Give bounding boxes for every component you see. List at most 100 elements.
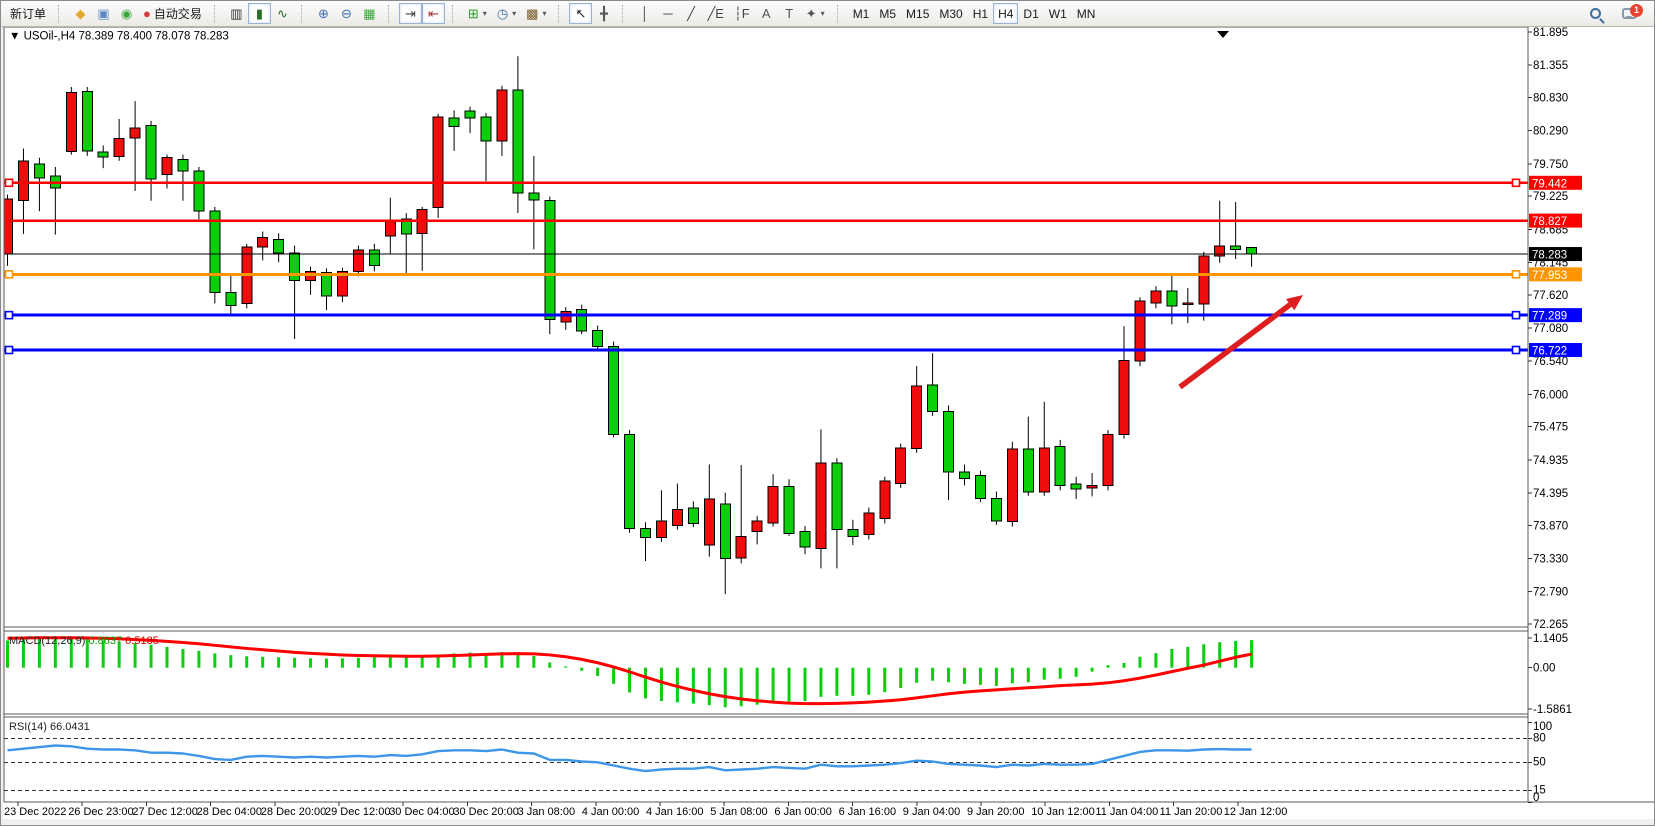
svg-text:1.1405: 1.1405 <box>1533 633 1568 645</box>
line-chart-icon-button[interactable]: ∿ <box>271 3 294 24</box>
timeframe-mn-label: MN <box>1076 6 1096 21</box>
svg-text:23 Dec 2022: 23 Dec 2022 <box>4 806 66 818</box>
navigator-icon-button[interactable]: ◉ <box>115 3 138 24</box>
resistance-line-79442-endpoint-marker[interactable] <box>4 178 14 188</box>
svg-text:9 Jan 20:00: 9 Jan 20:00 <box>967 806 1025 818</box>
new-order-label: 新订单 <box>10 7 47 21</box>
zoom-out-icon-glyph: ⊖ <box>340 6 352 21</box>
svg-text:30 Dec 04:00: 30 Dec 04:00 <box>389 806 454 818</box>
trendline-icon-button[interactable]: ╱ <box>679 3 702 24</box>
svg-text:79.225: 79.225 <box>1533 191 1568 203</box>
svg-text:74.395: 74.395 <box>1533 488 1568 500</box>
candles-layer <box>4 56 1258 595</box>
svg-text:72.265: 72.265 <box>1533 619 1568 631</box>
timeframe-d1-button[interactable]: D1 <box>1018 3 1043 24</box>
candlestick-chart-icon-button[interactable]: ▮ <box>247 3 271 24</box>
toolbar-separator <box>451 4 459 23</box>
timeframe-h1-button[interactable]: H1 <box>968 3 993 24</box>
crosshair-icon-button[interactable]: ╋ <box>592 3 615 24</box>
vertical-line-icon-button[interactable]: │ <box>633 3 656 24</box>
timeframe-m5-button[interactable]: M5 <box>874 3 901 24</box>
chat-icon-button[interactable]: 1 <box>1617 3 1643 24</box>
zoom-in-icon-button[interactable]: ⊕ <box>312 3 335 24</box>
tile-windows-icon-button[interactable]: ▦ <box>358 3 381 24</box>
svg-text:80.830: 80.830 <box>1533 92 1568 104</box>
timeframe-h4-label: H4 <box>998 6 1014 21</box>
periods-icon-button[interactable]: ◷ ▾ <box>492 3 521 24</box>
timeframe-m15-button[interactable]: M15 <box>901 3 934 24</box>
svg-text:76.722: 76.722 <box>1532 346 1567 358</box>
arrows-objects-icon-glyph: ✦ <box>805 6 817 21</box>
svg-text:15: 15 <box>1533 784 1546 796</box>
indicators-icon-button[interactable]: ⊞ ▾ <box>463 3 492 24</box>
tile-windows-icon-glyph: ▦ <box>363 6 376 21</box>
bar-chart-icon-button[interactable]: ▥ <box>225 3 248 24</box>
search-icon <box>1590 8 1601 19</box>
text-icon-button[interactable]: A <box>755 3 778 24</box>
svg-text:75.475: 75.475 <box>1533 422 1568 434</box>
trend-arrow-object[interactable] <box>1178 295 1303 390</box>
zoom-in-icon-glyph: ⊕ <box>317 6 329 21</box>
svg-text:76.000: 76.000 <box>1533 389 1568 401</box>
timeframe-mn-button[interactable]: MN <box>1072 3 1101 24</box>
svg-text:78.283: 78.283 <box>1532 250 1567 262</box>
pivot-line-77953-endpoint-marker[interactable] <box>1511 270 1521 279</box>
bar-chart-icon-glyph: ▥ <box>230 6 243 21</box>
toolbar-separator <box>58 4 65 23</box>
auto-scroll-icon-glyph: ⇥ <box>404 6 416 21</box>
dropdown-caret-icon: ▾ <box>512 9 517 18</box>
new-order-button[interactable]: 新订单 <box>5 3 51 24</box>
fibonacci-icon-button[interactable]: ┆F <box>729 3 755 24</box>
svg-text:▼ USOil-,H4 78.389 78.400 78.: ▼ USOil-,H4 78.389 78.400 78.078 78.283 <box>9 31 229 43</box>
text-label-icon-button[interactable]: T <box>778 3 801 24</box>
svg-text:81.355: 81.355 <box>1533 60 1568 72</box>
svg-text:80: 80 <box>1533 732 1546 744</box>
chart-shift-icon-button[interactable]: ⇤ <box>421 3 445 24</box>
crosshair-icon-glyph: ╋ <box>600 6 608 21</box>
timeframe-h4-button[interactable]: H4 <box>993 3 1019 24</box>
cursor-icon-button[interactable]: ↖ <box>569 3 593 24</box>
support-line-77289-endpoint-marker[interactable] <box>1511 310 1521 320</box>
support-line-77289-endpoint-marker[interactable] <box>4 310 14 320</box>
timeframe-m1-label: M1 <box>852 6 870 21</box>
svg-text:72.790: 72.790 <box>1533 587 1568 599</box>
price-axis-labels: 81.89581.35580.83080.29079.75079.22578.6… <box>1528 27 1582 804</box>
svg-text:79.442: 79.442 <box>1532 178 1567 190</box>
autotrading-button[interactable]: ● 自动交易 <box>138 3 207 24</box>
market-watch-icon-glyph: ◆ <box>75 6 86 21</box>
templates-icon-button[interactable]: ▩ ▾ <box>521 3 551 24</box>
equidistant-channel-icon-button[interactable]: ╱E <box>702 3 729 24</box>
timeframe-m30-button[interactable]: M30 <box>934 3 967 24</box>
chart-window[interactable]: 81.895 81.355 80.830 80.290 79.750 79.225 78.6… <box>1 26 1655 826</box>
svg-text:-1.5861: -1.5861 <box>1533 704 1572 716</box>
data-window-icon-button[interactable]: ▣ <box>92 3 115 24</box>
support-line-76722-endpoint-marker[interactable] <box>4 345 14 355</box>
timeframe-m30-label: M30 <box>939 6 963 21</box>
timeframe-d1-label: D1 <box>1023 6 1039 21</box>
resistance-line-79442-endpoint-marker[interactable] <box>1511 178 1521 188</box>
search-icon-button[interactable] <box>1584 3 1607 24</box>
arrows-objects-icon-button[interactable]: ✦ ▾ <box>801 3 830 24</box>
timeframe-w1-button[interactable]: W1 <box>1044 3 1072 24</box>
templates-icon-glyph: ▩ <box>526 6 539 21</box>
svg-text:27 Dec 12:00: 27 Dec 12:00 <box>132 806 197 818</box>
svg-text:10 Jan 12:00: 10 Jan 12:00 <box>1031 806 1095 818</box>
auto-scroll-icon-button[interactable]: ⇥ <box>398 3 422 24</box>
market-watch-icon-button[interactable]: ◆ <box>69 3 92 24</box>
svg-text:11 Jan 20:00: 11 Jan 20:00 <box>1160 806 1223 818</box>
chart-shift-marker[interactable] <box>1217 31 1229 38</box>
dropdown-caret-icon: ▾ <box>820 9 825 18</box>
chart-canvas[interactable]: 81.89581.35580.83080.29079.75079.22578.6… <box>1 26 1655 826</box>
pivot-line-77953-endpoint-marker[interactable] <box>4 270 14 279</box>
support-line-76722-endpoint-marker[interactable] <box>1511 345 1521 355</box>
horizontal-line-icon-button[interactable]: ─ <box>656 3 679 24</box>
svg-text:28 Dec 20:00: 28 Dec 20:00 <box>261 806 326 818</box>
notification-badge: 1 <box>1630 4 1643 17</box>
svg-text:80.290: 80.290 <box>1533 126 1568 138</box>
text-icon-glyph: A <box>761 6 771 21</box>
timeframe-m1-button[interactable]: M1 <box>848 3 875 24</box>
svg-text:4 Jan 16:00: 4 Jan 16:00 <box>646 806 704 818</box>
zoom-out-icon-button[interactable]: ⊖ <box>335 3 358 24</box>
